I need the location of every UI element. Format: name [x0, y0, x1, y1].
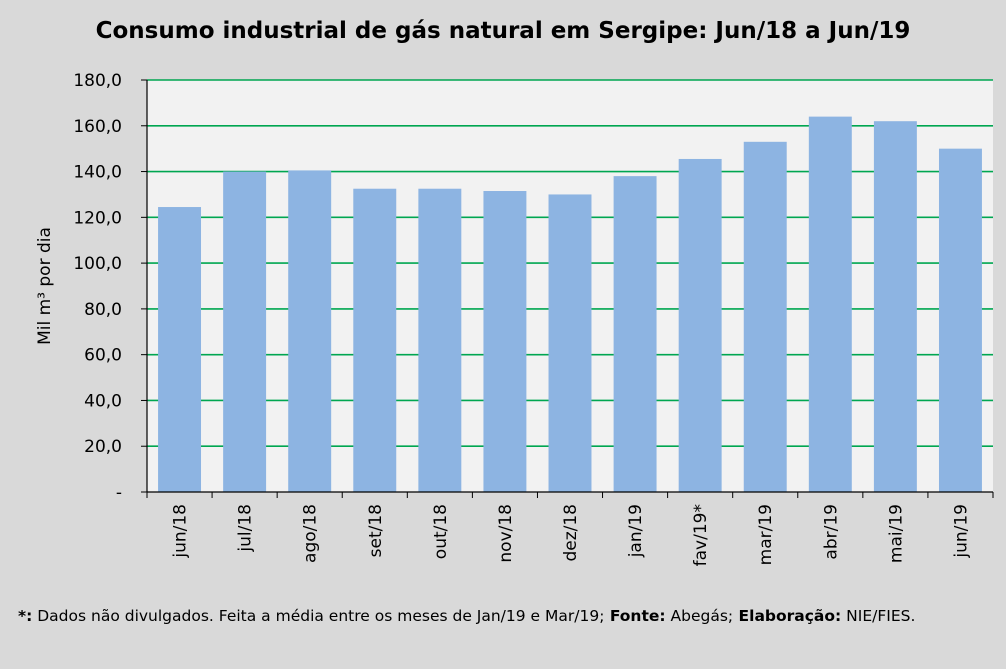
footnote-marker: *: [18, 607, 33, 625]
y-tick-label: 80,0 [84, 300, 122, 320]
x-tick-label: dez/18 [561, 504, 581, 562]
bar [158, 207, 202, 493]
bar [938, 148, 982, 492]
x-tick-label: jun/19 [951, 504, 971, 559]
x-tick-label: mai/19 [886, 504, 906, 563]
bar [288, 170, 332, 492]
bar [873, 121, 917, 492]
bar [743, 141, 787, 493]
bar [223, 171, 267, 493]
x-tick-label: out/18 [431, 504, 451, 559]
bar [353, 188, 397, 492]
footnote-elaboration-value: NIE/FIES. [841, 607, 916, 625]
y-tick-label: 120,0 [73, 208, 122, 228]
x-tick-label: ago/18 [301, 504, 321, 563]
x-tick-label: mar/19 [756, 504, 776, 565]
chart-title: Consumo industrial de gás natural em Ser… [95, 18, 911, 44]
footnote-source-label: Fonte: [604, 607, 666, 625]
y-tick-label: 160,0 [73, 117, 122, 137]
y-tick-label: 180,0 [73, 71, 122, 91]
y-tick-label: 140,0 [73, 163, 122, 183]
x-tick-label: jul/18 [236, 504, 256, 553]
bar [678, 158, 722, 492]
x-tick-label: set/18 [366, 504, 386, 557]
y-axis-title: Mil m³ por dia [35, 227, 55, 345]
bar [483, 191, 527, 492]
x-tick-label: fav/19* [691, 504, 711, 566]
x-tick-label: jan/19 [626, 504, 646, 558]
x-tick-label: jun/18 [171, 504, 191, 559]
y-tick-label: 40,0 [84, 391, 122, 411]
bar [808, 116, 852, 492]
bar [418, 188, 462, 492]
x-tick-label: abr/19 [821, 504, 841, 560]
footnote-elaboration-label: Elaboração: [733, 607, 842, 625]
footnote-text: Dados não divulgados. Feita a média entr… [32, 607, 605, 625]
bar [548, 194, 592, 492]
y-tick-label: 60,0 [84, 346, 122, 366]
bar [613, 176, 657, 492]
footnote: *: Dados não divulgados. Feita a média e… [18, 607, 998, 625]
y-tick-label: - [116, 483, 122, 503]
x-tick-label: nov/18 [496, 504, 516, 563]
y-tick-label: 100,0 [73, 254, 122, 274]
y-tick-label: 20,0 [84, 437, 122, 457]
footnote-source-value: Abegás; [665, 607, 734, 625]
